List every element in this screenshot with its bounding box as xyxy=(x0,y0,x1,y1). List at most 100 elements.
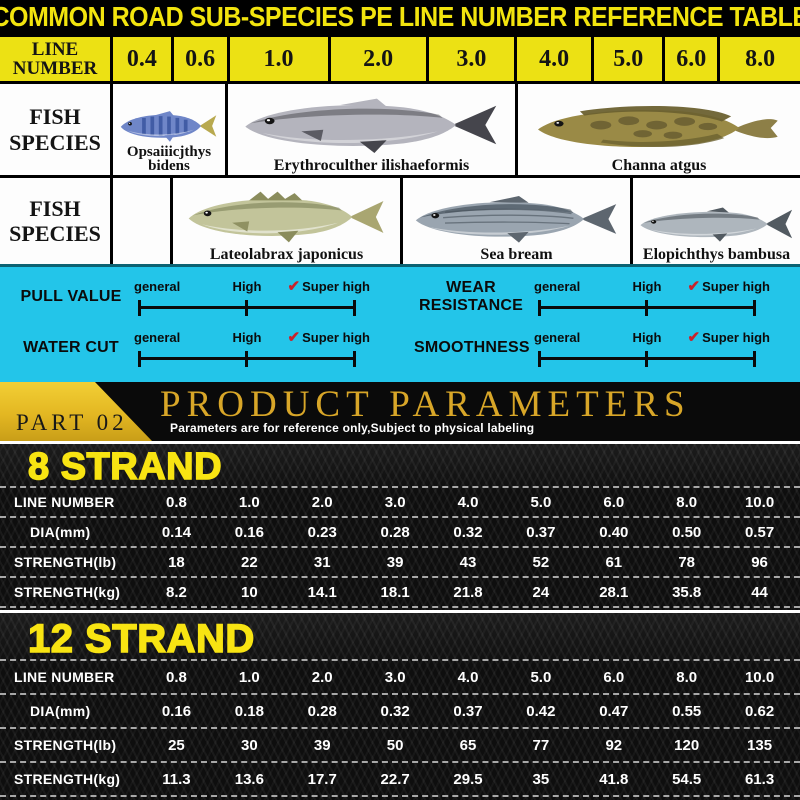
line-number-cell: 0.6 xyxy=(170,37,227,81)
scale-tick xyxy=(245,299,248,316)
fish-caption: Elopichthys bambusa xyxy=(642,245,791,263)
spec-value: 54.5 xyxy=(672,770,702,788)
rating-label: WEAR RESISTANCE xyxy=(419,278,523,314)
ratings-panel: PULL VALUE general High ✔ Super high WEAR… xyxy=(0,264,800,379)
line-number-cell: 1.0 xyxy=(226,37,328,81)
spec-row: STRENGTH(kg) 11.3 13.6 17.7 22.7 29.5 35 41.8 5… xyxy=(0,761,800,795)
spec-value: 10 xyxy=(240,583,258,601)
fish-caption: Erythroculther ilishaeformis xyxy=(273,156,470,174)
spec-table: LINE NUMBER 0.8 1.0 2.0 3.0 4.0 5.0 6.0 8.0 10.0… xyxy=(0,659,800,797)
scale-tick xyxy=(753,299,756,316)
line-number-cells: 0.4 0.6 1.0 2.0 3.0 4.0 5.0 6.0 8.0 xyxy=(110,37,800,81)
scale-tick xyxy=(645,299,648,316)
spec-value: 18.1 xyxy=(380,583,410,601)
fish-cell: Channa atgus xyxy=(515,84,800,175)
scale-label-general: general xyxy=(534,329,581,345)
spec-value: 135 xyxy=(747,736,773,754)
line-number-cell: 5.0 xyxy=(591,37,662,81)
spec-value: 0.28 xyxy=(307,702,337,720)
rating-scale: general High ✔ Super high xyxy=(534,277,770,321)
spec-value: 0.37 xyxy=(453,702,483,720)
rating-label: SMOOTHNESS xyxy=(414,338,530,356)
fish-cell: Elopichthys bambusa xyxy=(630,178,800,264)
spec-value: 44 xyxy=(751,583,768,601)
spec-value: 0.37 xyxy=(526,523,556,541)
line-number-cell: 4.0 xyxy=(514,37,591,81)
separator-line xyxy=(0,610,800,613)
spec-value: 8.2 xyxy=(166,583,187,601)
spec-row-label: LINE NUMBER xyxy=(14,669,115,685)
fish-channa-image xyxy=(537,105,778,147)
spec-value: 2.0 xyxy=(311,668,333,686)
scale-tick xyxy=(245,350,248,367)
fish-species-label: FISH SPECIES xyxy=(9,104,101,155)
spec-value: 8.0 xyxy=(676,493,698,511)
fish-cell: Sea bream xyxy=(400,178,630,264)
spec-value: 14.1 xyxy=(307,583,337,601)
strand-section-12: 12 STRAND LINE NUMBER 0.8 1.0 2.0 3.0 4.0 5.0… xyxy=(0,613,800,800)
scale-axis xyxy=(538,350,756,367)
spec-value: 52 xyxy=(532,553,550,571)
spec-row: DIA(mm) 0.16 0.18 0.28 0.32 0.37 0.42 0.47 0.55… xyxy=(0,693,800,727)
spec-values: 18 22 31 39 43 52 61 78 96 xyxy=(140,554,800,571)
rating-label: WATER CUT xyxy=(23,338,119,356)
spec-value: 1.0 xyxy=(238,668,260,686)
strand-title: 8 STRAND xyxy=(27,445,223,489)
check-icon: ✔ xyxy=(287,277,301,295)
title-banner: COMMON ROAD SUB-SPECIES PE LINE NUMBER R… xyxy=(0,0,800,34)
scale-label-high: High xyxy=(632,329,662,345)
spec-value: 0.14 xyxy=(161,523,192,541)
spec-value: 24 xyxy=(532,583,550,601)
fish-opsariichthys-image xyxy=(120,110,217,142)
spec-value: 43 xyxy=(459,553,477,571)
spec-row: DIA(mm) 0.14 0.16 0.23 0.28 0.32 0.37 0.40 0.50… xyxy=(0,516,800,546)
spec-value: 61 xyxy=(605,553,623,571)
spec-value: 0.32 xyxy=(380,702,410,720)
spec-value: 0.23 xyxy=(307,523,337,541)
section-banner: PART 02 PRODUCT PARAMETERS Parameters ar… xyxy=(0,379,800,444)
fish-elopichthys-image xyxy=(639,207,792,242)
line-number-header-row: LINE NUMBER 0.4 0.6 1.0 2.0 3.0 4.0 5.0 6.0 8.0 xyxy=(0,34,800,84)
spec-value: 31 xyxy=(313,553,331,571)
spec-value: 50 xyxy=(386,736,404,754)
scale-label-general: general xyxy=(134,329,181,345)
scale-tick xyxy=(353,299,356,316)
spec-value: 10.0 xyxy=(744,668,775,686)
spec-value: 0.40 xyxy=(599,523,629,541)
spec-row-label: STRENGTH(lb) xyxy=(14,554,117,570)
check-icon: ✔ xyxy=(687,277,701,295)
scale-label-super-high: Super high xyxy=(302,278,370,294)
part-badge: PART 02 xyxy=(0,382,152,441)
fish-cell: Opsaiiicjthys bidens xyxy=(110,84,225,175)
fish-caption: Sea bream xyxy=(480,245,553,263)
rating-pull-value: PULL VALUE general High ✔ Super high xyxy=(0,271,400,322)
scale-tick xyxy=(138,350,141,367)
spec-values: 0.8 1.0 2.0 3.0 4.0 5.0 6.0 8.0 10.0 xyxy=(140,494,800,511)
fish-caption: Opsaiiicjthys bidens xyxy=(126,143,212,174)
spec-value: 2.0 xyxy=(311,493,333,511)
fish-caption: Channa atgus xyxy=(611,156,707,174)
rating-water-cut: WATER CUT general High ✔ Super high xyxy=(0,322,400,373)
spec-value: 120 xyxy=(674,736,700,754)
line-number-cell: 2.0 xyxy=(327,37,426,81)
spec-value: 65 xyxy=(459,736,477,754)
spec-value: 96 xyxy=(751,553,768,571)
spec-row: STRENGTH(kg) 8.2 10 14.1 18.1 21.8 24 28.1 35.8… xyxy=(0,576,800,606)
spec-value: 78 xyxy=(678,553,696,571)
spec-values: 0.16 0.18 0.28 0.32 0.37 0.42 0.47 0.55 0.62 xyxy=(140,703,800,720)
line-number-cell: 3.0 xyxy=(425,37,515,81)
rating-scale: general High ✔ Super high xyxy=(134,330,370,372)
spec-value: 0.32 xyxy=(453,523,483,541)
spec-value: 0.55 xyxy=(672,702,702,720)
scale-label-super-high: Super high xyxy=(702,278,770,294)
spec-value: 6.0 xyxy=(603,668,625,686)
spec-row: LINE NUMBER 0.8 1.0 2.0 3.0 4.0 5.0 6.0 8.0 10.0 xyxy=(0,486,800,516)
spec-row-label: LINE NUMBER xyxy=(14,494,115,510)
spec-table: LINE NUMBER 0.8 1.0 2.0 3.0 4.0 5.0 6.0 8.0 10.0… xyxy=(0,486,800,608)
line-number-cell: 0.4 xyxy=(110,37,171,81)
spec-row-label: DIA(mm) xyxy=(30,703,91,719)
empty-cell xyxy=(110,178,170,264)
spec-value: 8.0 xyxy=(676,668,698,686)
spec-value: 11.3 xyxy=(162,770,191,788)
